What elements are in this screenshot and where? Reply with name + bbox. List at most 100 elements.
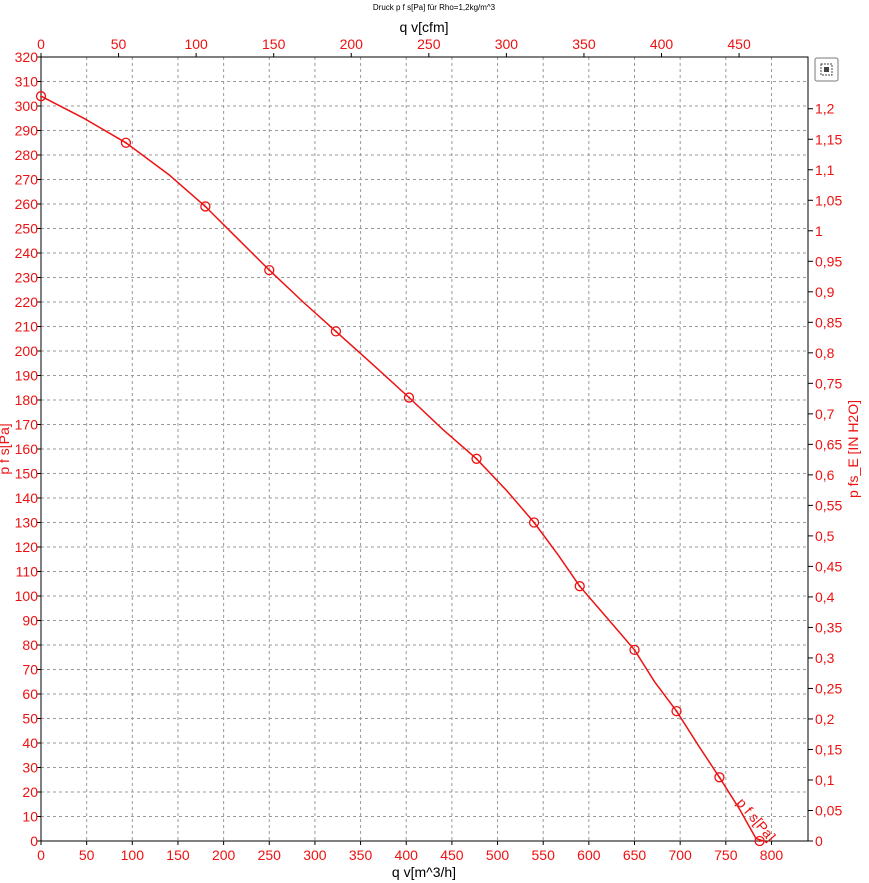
data-point-marker xyxy=(35,91,47,102)
data-point-center xyxy=(40,95,42,98)
y-tick-label: 300 xyxy=(15,98,39,114)
data-point-center xyxy=(758,840,761,842)
y-axis-label: p f s[Pa] xyxy=(0,423,12,474)
y2-tick-label: 0,75 xyxy=(815,375,842,391)
data-point-center xyxy=(124,141,127,144)
y-tick-label: 170 xyxy=(15,417,39,433)
x-tick-label: 150 xyxy=(166,847,190,863)
y2-tick-label: 1,1 xyxy=(815,162,835,178)
y-tick-label: 0 xyxy=(30,833,38,849)
x2-tick-label: 100 xyxy=(184,36,208,52)
y-tick-label: 30 xyxy=(22,760,38,776)
y2-tick-label: 0,25 xyxy=(815,680,842,696)
y-tick-label: 190 xyxy=(15,368,39,384)
y2-tick-label: 0,35 xyxy=(815,619,842,635)
grid-lines xyxy=(41,57,808,841)
y-tick-label: 90 xyxy=(22,613,38,629)
y2-tick-label: 0,7 xyxy=(815,406,835,422)
y2-tick-label: 1,2 xyxy=(815,101,835,117)
series-line xyxy=(40,95,764,842)
data-point-center xyxy=(268,269,271,272)
y2-tick-label: 0,1 xyxy=(815,772,835,788)
data-point-marker xyxy=(264,264,275,276)
y2-tick-label: 0,8 xyxy=(815,345,835,361)
x-tick-label: 400 xyxy=(395,847,419,863)
y2-tick-label: 1,05 xyxy=(815,192,842,208)
y2-tick-label: 0,4 xyxy=(815,589,835,605)
data-point-marker xyxy=(471,453,482,464)
y2-tick-label: 0,05 xyxy=(815,802,842,818)
x-tick-label: 600 xyxy=(577,847,601,863)
x2-tick-label: 350 xyxy=(572,36,596,52)
data-point-marker xyxy=(120,137,132,148)
data-point-marker xyxy=(671,706,682,717)
data-point-center xyxy=(533,521,536,524)
y-tick-label: 110 xyxy=(16,564,39,580)
data-point-center xyxy=(475,457,478,460)
data-point-center xyxy=(334,330,337,333)
data-point-marker xyxy=(629,644,640,656)
x-tick-label: 800 xyxy=(760,847,784,863)
data-point-marker xyxy=(574,581,585,592)
series-layer xyxy=(35,91,765,847)
chart-title: Druck p f s[Pa] für Rho=1,2kg/m^3 xyxy=(373,3,496,12)
x2-tick-label: 50 xyxy=(111,36,127,52)
data-point-marker xyxy=(714,772,725,783)
y-tick-label: 180 xyxy=(15,392,39,408)
y2-tick-label: 0,95 xyxy=(815,253,842,269)
y-tick-label: 150 xyxy=(15,466,39,482)
x2-tick-label: 200 xyxy=(340,36,364,52)
x2-tick-label: 250 xyxy=(417,36,441,52)
x-tick-label: 250 xyxy=(258,847,282,863)
y-tick-label: 220 xyxy=(15,294,39,310)
data-point-marker xyxy=(754,835,765,847)
tick-labels: 0 50 100 150 200 250 300 350 400 450 500 550 600 650 7… xyxy=(15,36,843,863)
y-tick-label: 80 xyxy=(22,637,38,653)
y-tick-label: 60 xyxy=(22,686,38,702)
y-tick-label: 260 xyxy=(15,196,39,212)
y2-tick-label: 0,45 xyxy=(815,558,842,574)
y-tick-label: 160 xyxy=(15,441,39,457)
y-tick-label: 100 xyxy=(15,588,39,604)
y-tick-label: 10 xyxy=(22,809,38,825)
y2-tick-label: 0,65 xyxy=(815,436,842,452)
data-point-center xyxy=(633,648,636,651)
x-tick-label: 100 xyxy=(121,847,145,863)
x-tick-label: 700 xyxy=(668,847,692,863)
x2-tick-label: 450 xyxy=(727,36,751,52)
y-tick-label: 50 xyxy=(22,711,38,727)
y-tick-label: 130 xyxy=(15,515,39,531)
x-tick-label: 550 xyxy=(532,847,556,863)
x2-axis-label: q v[cfm] xyxy=(399,19,448,35)
y-tick-label: 290 xyxy=(15,123,39,139)
y-tick-label: 320 xyxy=(15,49,39,65)
y-tick-label: 70 xyxy=(22,662,38,678)
y-tick-label: 280 xyxy=(15,147,39,163)
y-tick-label: 310 xyxy=(15,74,39,90)
x-tick-label: 50 xyxy=(79,847,95,863)
y-tick-label: 210 xyxy=(15,319,39,335)
data-point-marker xyxy=(200,201,211,212)
x-tick-label: 0 xyxy=(37,847,45,863)
x-axis-label: q v[m^3/h] xyxy=(392,864,456,880)
x-tick-label: 450 xyxy=(440,847,464,863)
y-tick-label: 40 xyxy=(22,735,38,751)
y-tick-label: 250 xyxy=(15,221,39,237)
x-tick-label: 750 xyxy=(714,847,738,863)
series-curve-label: p f s[Pa] xyxy=(734,795,779,845)
data-point-center xyxy=(407,396,410,399)
y2-tick-label: 0,5 xyxy=(815,528,835,544)
x-tick-label: 350 xyxy=(349,847,373,863)
axes xyxy=(37,53,813,845)
y-tick-label: 270 xyxy=(15,172,39,188)
y2-tick-label: 0 xyxy=(815,833,823,849)
y-tick-label: 20 xyxy=(22,784,38,800)
y-tick-label: 200 xyxy=(15,343,39,359)
data-point-marker xyxy=(528,517,540,528)
y2-tick-label: 1,15 xyxy=(815,131,842,147)
data-point-marker xyxy=(330,326,342,337)
zoom-fit-icon[interactable] xyxy=(814,57,839,82)
data-point-marker xyxy=(403,392,415,403)
x-tick-label: 650 xyxy=(623,847,647,863)
